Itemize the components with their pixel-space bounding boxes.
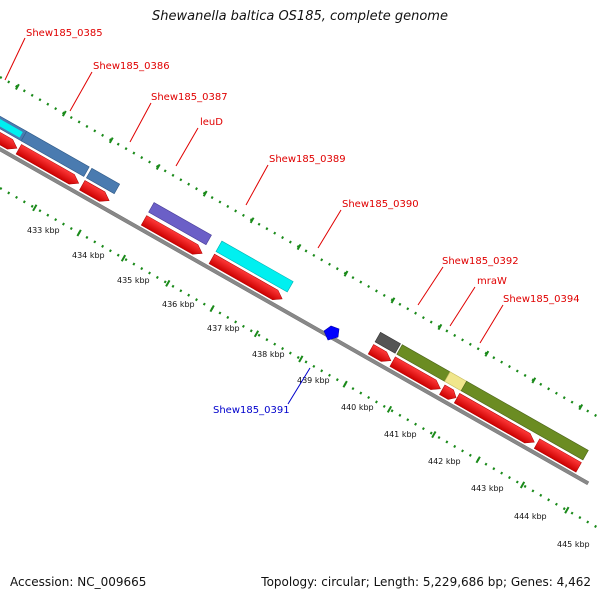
feature-leud-bar[interactable]	[85, 167, 121, 195]
ruler-tick	[564, 506, 570, 514]
kbp-label: 445 kbp	[557, 540, 590, 549]
cds-arrow-0394[interactable]	[453, 393, 537, 447]
gene-label-shew185-0391[interactable]: Shew185_0391	[213, 405, 290, 416]
gene-label-leud[interactable]: leuD	[200, 117, 223, 128]
topology-label: Topology:	[261, 575, 318, 589]
kbp-tick-labels: 433 kbp 434 kbp 435 kbp 436 kbp 437 kbp …	[27, 226, 590, 549]
ruler-tick	[343, 270, 349, 277]
genes-value: 4,462	[556, 575, 591, 589]
ruler-tick	[386, 405, 393, 413]
gene-label-shew185-0390[interactable]: Shew185_0390	[342, 199, 419, 210]
leader-0391	[287, 367, 311, 405]
genes-label: Genes:	[510, 575, 553, 589]
ruler-tick	[431, 431, 437, 439]
kbp-label: 435 kbp	[117, 276, 150, 285]
feature-ruler-upper-ticks	[15, 83, 584, 411]
gene-label-shew185-0389[interactable]: Shew185_0389	[269, 154, 346, 165]
cds-arrow-0389[interactable]	[140, 215, 205, 259]
kbp-label: 443 kbp	[471, 484, 504, 493]
length-label: Length:	[373, 575, 420, 589]
gene-label-shew185-0385[interactable]: Shew185_0385	[26, 28, 103, 39]
accession-footer: Accession: NC_009665	[10, 575, 146, 589]
ruler-tick	[61, 110, 67, 117]
gene-label-shew185-0392[interactable]: Shew185_0392	[442, 256, 519, 267]
cds-arrow-0390[interactable]	[208, 253, 285, 304]
ruler-tick	[531, 377, 537, 384]
cds-arrow-mraw[interactable]	[389, 356, 443, 394]
feature-shew185-0389-bar[interactable]	[148, 202, 212, 246]
gene-label-mraw[interactable]: mraW	[477, 276, 507, 287]
map-title: Shewanella baltica OS185, complete genom…	[152, 9, 448, 24]
ruler-tick	[165, 279, 171, 287]
cds-arrow-0387[interactable]	[15, 144, 81, 188]
leader-mraw	[449, 286, 476, 327]
gene-label-shew185-0394[interactable]: Shew185_0394	[503, 294, 580, 305]
feature-ruler-upper	[0, 75, 600, 420]
kbp-ruler-lower-ticks	[32, 204, 570, 514]
ruler-tick	[298, 355, 304, 363]
ruler-tick	[437, 323, 443, 331]
kbp-label: 433 kbp	[27, 226, 60, 235]
ruler-tick	[15, 83, 20, 90]
cds-arrow-0395[interactable]	[533, 438, 582, 473]
gene-label-shew185-0387[interactable]: Shew185_0387	[151, 92, 228, 103]
kbp-label: 441 kbp	[384, 430, 417, 439]
cds-shew185-0391-pentagon[interactable]	[323, 325, 340, 341]
ruler-tick	[475, 456, 481, 464]
accession-value: NC_009665	[77, 575, 147, 589]
length-value: 5,229,686 bp	[422, 575, 503, 589]
cds-arrow-leud[interactable]	[79, 180, 111, 206]
feature-shew185-0394-bar[interactable]	[460, 380, 589, 461]
accession-label: Accession:	[10, 575, 74, 589]
ruler-tick	[342, 380, 348, 388]
feature-shew185-0390-bar[interactable]	[215, 240, 294, 293]
ruler-tick	[519, 481, 526, 489]
genome-backbone	[0, 86, 590, 486]
ruler-tick	[296, 243, 302, 251]
leader-0386	[69, 71, 93, 112]
ruler-tick	[209, 305, 215, 313]
leader-0394	[479, 304, 504, 344]
kbp-label: 444 kbp	[514, 512, 547, 521]
topology-value: circular	[321, 575, 366, 589]
kbp-label: 442 kbp	[428, 457, 461, 466]
ruler-tick	[578, 403, 584, 411]
cds-arrow-0386[interactable]	[0, 113, 20, 153]
kbp-label: 437 kbp	[207, 324, 240, 333]
leader-leud	[175, 127, 199, 167]
ruler-tick	[253, 330, 260, 338]
leader-0392	[417, 266, 444, 306]
leader-0389	[245, 164, 269, 206]
ruler-tick	[120, 254, 127, 262]
feature-shew185-0386-cyan-bar[interactable]	[0, 106, 23, 138]
leader-0390	[317, 209, 342, 249]
ruler-tick	[155, 163, 161, 171]
ruler-tick	[108, 137, 114, 144]
feature-shew185-0387-bar[interactable]	[20, 130, 90, 177]
kbp-label: 439 kbp	[297, 376, 330, 385]
genome-summary-footer: Topology: circular; Length: 5,229,686 bp…	[261, 575, 591, 589]
cds-arrow-0392[interactable]	[367, 344, 393, 365]
ruler-tick	[390, 297, 396, 304]
ruler-tick	[76, 229, 82, 237]
kbp-label: 434 kbp	[72, 251, 105, 260]
ruler-tick	[484, 350, 490, 357]
ruler-tick	[32, 204, 38, 212]
label-leaders	[4, 37, 504, 344]
feature-shew185-0392-bar[interactable]	[374, 331, 401, 354]
cds-arrow-0393[interactable]	[439, 384, 458, 402]
ruler-tick	[202, 190, 208, 197]
kbp-label: 438 kbp	[252, 350, 285, 359]
kbp-label: 440 kbp	[341, 403, 374, 412]
kbp-label: 436 kbp	[162, 300, 195, 309]
leader-0385	[4, 37, 26, 81]
ruler-tick	[249, 217, 255, 224]
gene-label-shew185-0386[interactable]: Shew185_0386	[93, 61, 170, 72]
leader-0387	[129, 102, 152, 143]
